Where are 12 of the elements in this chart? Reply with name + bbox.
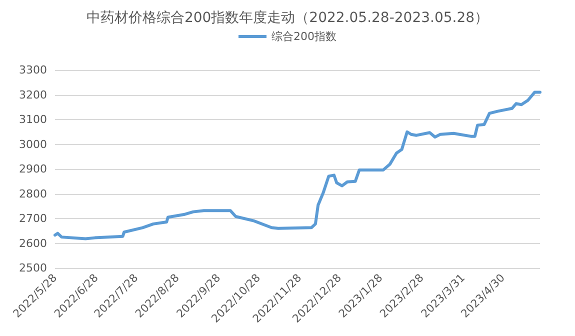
y-tick-label: 3300 — [19, 64, 47, 76]
y-tick-label: 3100 — [19, 113, 47, 126]
y-tick-label: 2700 — [19, 212, 47, 225]
legend-label: 综合200指数 — [272, 30, 336, 43]
chart-title: 中药材价格综合200指数年度走动（2022.05.28-2023.05.28） — [86, 10, 489, 26]
line-series — [54, 90, 542, 240]
y-tick-label: 2900 — [19, 162, 47, 176]
y-tick-label: 2600 — [19, 236, 47, 250]
y-tick-label: 2500 — [19, 262, 47, 274]
y-tick-label: 3200 — [19, 88, 47, 102]
y-tick-label: 2800 — [19, 187, 47, 200]
y-tick-label: 3000 — [19, 138, 47, 151]
